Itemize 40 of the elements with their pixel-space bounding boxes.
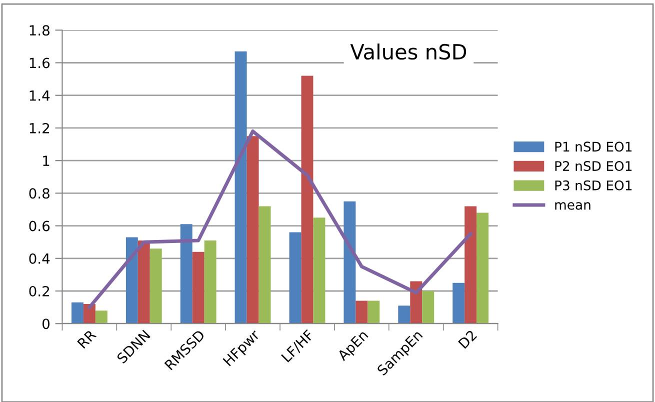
- bar: [234, 51, 247, 324]
- text: Values nSD: [350, 44, 466, 60]
- y-tick-label: 0: [42, 318, 50, 330]
- bar: [204, 240, 216, 324]
- bar: [452, 282, 465, 324]
- bar: [126, 237, 138, 324]
- bar: [150, 248, 162, 324]
- bar: [71, 302, 84, 324]
- y-tick-label: 1.4: [30, 90, 50, 101]
- bar: [258, 206, 271, 324]
- y-tick-label: 0.4: [29, 253, 50, 264]
- bar: [313, 218, 326, 324]
- y-tick-label: 1.8: [30, 25, 50, 36]
- legend-label: mean: [555, 202, 590, 210]
- bar: [289, 232, 302, 324]
- bar: [301, 76, 314, 324]
- bar: [246, 136, 259, 324]
- y-tick-label: 1: [43, 156, 50, 166]
- line-series: [88, 129, 472, 310]
- y-tick-label: 1.2: [30, 122, 50, 134]
- legend-label: P2 nSD EO1: [555, 161, 632, 172]
- legend-label: P1 nSD EO1: [555, 142, 632, 152]
- bar: [368, 300, 380, 324]
- x-tick-label: D2: [458, 330, 478, 349]
- bar: [356, 300, 368, 324]
- y-tick-label: 0.6: [29, 220, 50, 232]
- bar: [464, 206, 477, 324]
- bar: [476, 212, 489, 324]
- x-tick-label: RR: [77, 329, 97, 349]
- bar: [398, 306, 410, 324]
- bar: [138, 240, 150, 324]
- legend-label: P3 nSD EO1: [555, 180, 632, 190]
- y-tick-label: 0.8: [29, 188, 50, 199]
- bar: [422, 291, 434, 324]
- bar: [344, 201, 356, 324]
- y-tick-label: 0.2: [29, 286, 50, 296]
- bar: [95, 310, 108, 324]
- y-tick-label: 1.6: [30, 58, 50, 68]
- bar: [180, 224, 192, 324]
- bar: [192, 252, 204, 324]
